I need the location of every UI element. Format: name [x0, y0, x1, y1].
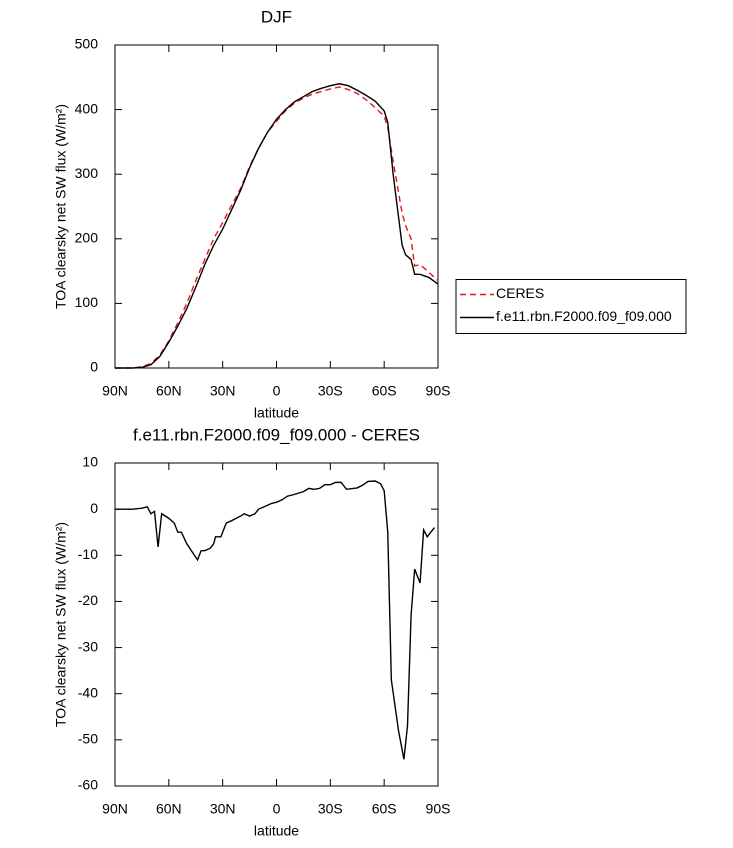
y-tick-label: 0	[90, 500, 98, 516]
x-tick-label: 90N	[102, 801, 128, 817]
y-tick-label: 400	[75, 100, 99, 116]
legend-box	[455, 279, 687, 334]
x-tick-label: 90S	[426, 801, 451, 817]
y-tick-label: -10	[78, 546, 98, 562]
y-axis-label: TOA clearsky net SW flux (W/m²)	[53, 104, 69, 309]
x-tick-label: 0	[273, 383, 281, 399]
data-line	[115, 83, 439, 369]
x-axis-label: latitude	[254, 823, 299, 839]
data-line	[115, 86, 439, 369]
chart-title: DJF	[261, 7, 292, 26]
chart-title: f.e11.rbn.F2000.f09_f09.000 - CERES	[133, 425, 420, 444]
x-tick-label: 60S	[372, 383, 397, 399]
x-tick-label: 0	[273, 801, 281, 817]
y-tick-label: -20	[78, 592, 98, 608]
y-tick-label: 0	[90, 359, 98, 375]
y-tick-label: -60	[78, 777, 98, 793]
y-tick-label: -40	[78, 684, 98, 700]
y-tick-label: -50	[78, 731, 98, 747]
y-tick-label: 500	[75, 36, 99, 52]
x-tick-label: 60N	[156, 801, 182, 817]
x-tick-label: 90N	[102, 383, 128, 399]
legend-label: CERES	[496, 285, 544, 301]
y-tick-label: 300	[75, 165, 99, 181]
x-axis-label: latitude	[254, 405, 299, 421]
plot-frame	[114, 44, 439, 369]
x-tick-label: 60N	[156, 383, 182, 399]
x-tick-label: 30N	[210, 383, 236, 399]
y-tick-label: 10	[82, 454, 98, 470]
y-axis-label: TOA clearsky net SW flux (W/m²)	[53, 522, 69, 727]
x-tick-label: 90S	[426, 383, 451, 399]
x-tick-label: 30N	[210, 801, 236, 817]
data-line	[115, 480, 435, 760]
y-tick-label: -30	[78, 638, 98, 654]
y-tick-label: 100	[75, 294, 99, 310]
x-tick-label: 30S	[318, 801, 343, 817]
legend-label: f.e11.rbn.F2000.f09_f09.000	[496, 308, 672, 324]
x-tick-label: 30S	[318, 383, 343, 399]
y-tick-label: 200	[75, 230, 99, 246]
x-tick-label: 60S	[372, 801, 397, 817]
